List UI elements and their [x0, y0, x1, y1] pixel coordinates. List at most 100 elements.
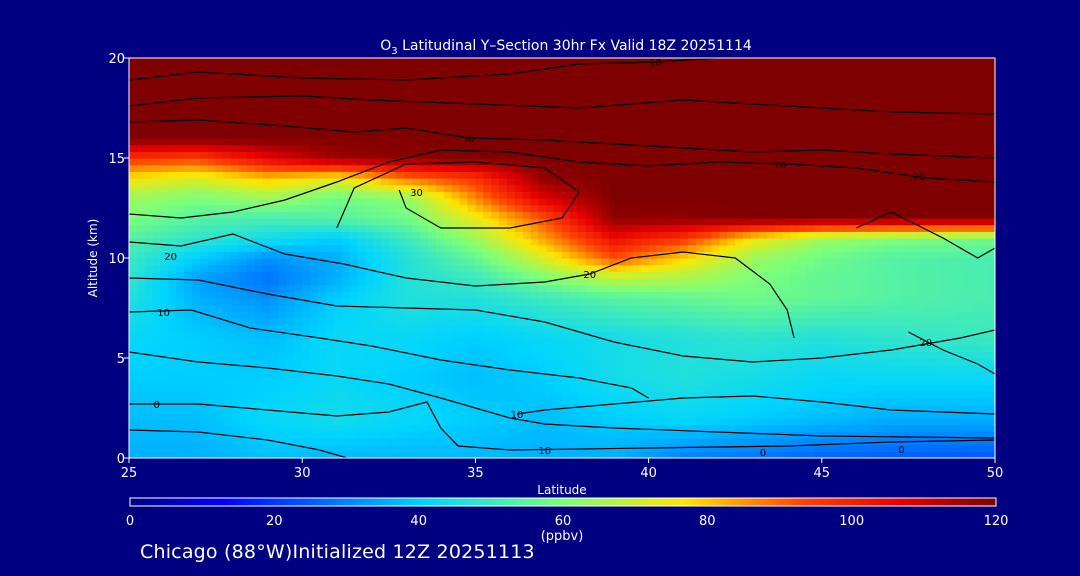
heatmap-cell: [963, 264, 972, 272]
heatmap-cell: [924, 371, 933, 379]
heatmap-cell: [404, 364, 414, 372]
heatmap-cell: [317, 311, 327, 319]
heatmap-cell: [499, 384, 508, 392]
heatmap-cell: [451, 451, 461, 458]
heatmap-cell: [215, 238, 225, 246]
heatmap-cell: [380, 178, 390, 186]
heatmap-cell: [821, 251, 831, 259]
heatmap-cell: [451, 311, 461, 319]
heatmap-cell: [144, 358, 154, 366]
heatmap-cell: [420, 211, 429, 219]
heatmap-cell: [184, 271, 193, 279]
heatmap-cell: [357, 151, 366, 159]
heatmap-cell: [845, 158, 854, 166]
heatmap-cell: [129, 344, 138, 352]
heatmap-cell: [577, 284, 587, 292]
heatmap-cell: [184, 218, 193, 226]
heatmap-cell: [380, 191, 390, 199]
heatmap-cell: [380, 231, 390, 239]
heatmap-cell: [735, 451, 744, 458]
heatmap-cell: [184, 238, 193, 246]
heatmap-cell: [648, 238, 658, 246]
heatmap-cell: [861, 318, 870, 326]
heatmap-cell: [845, 364, 854, 372]
heatmap-cell: [152, 444, 162, 452]
heatmap-cell: [963, 411, 972, 419]
heatmap-cell: [349, 324, 358, 332]
heatmap-cell: [278, 191, 288, 199]
heatmap-cell: [711, 231, 721, 239]
heatmap-cell: [711, 438, 721, 446]
heatmap-cell: [199, 258, 209, 266]
heatmap-cell: [798, 164, 807, 172]
heatmap-cell: [782, 291, 791, 299]
heatmap-cell: [459, 151, 469, 159]
heatmap-cell: [436, 184, 445, 192]
heatmap-cell: [743, 364, 752, 372]
heatmap-cell: [687, 358, 697, 366]
heatmap-cell: [908, 164, 917, 172]
heatmap-cell: [317, 451, 327, 458]
heatmap-cell: [341, 264, 351, 272]
heatmap-cell: [782, 318, 791, 326]
heatmap-cell: [987, 351, 995, 359]
heatmap-cell: [546, 158, 555, 166]
heatmap-cell: [900, 264, 909, 272]
heatmap-cell: [845, 318, 854, 326]
heatmap-cell: [924, 164, 933, 172]
heatmap-cell: [782, 371, 791, 379]
heatmap-cell: [333, 298, 343, 306]
heatmap-cell: [380, 244, 390, 252]
heatmap-cell: [609, 358, 618, 366]
heatmap-cell: [443, 391, 453, 399]
heatmap-cell: [900, 291, 909, 299]
heatmap-cell: [380, 338, 390, 346]
heatmap-cell: [191, 151, 201, 159]
heatmap-cell: [861, 438, 870, 446]
heatmap-cell: [672, 271, 681, 279]
heatmap-cell: [239, 244, 248, 252]
heatmap-cell: [703, 344, 713, 352]
heatmap-cell: [538, 191, 547, 199]
heatmap-cell: [617, 324, 626, 332]
heatmap-cell: [467, 411, 476, 419]
heatmap-cell: [160, 324, 169, 332]
heatmap-cell: [947, 331, 957, 339]
heatmap-cell: [640, 164, 650, 172]
heatmap-cell: [333, 198, 343, 206]
heatmap-cell: [514, 284, 524, 292]
heatmap-cell: [428, 398, 437, 406]
heatmap-cell: [829, 364, 839, 372]
heatmap-cell: [412, 271, 421, 279]
heatmap-cell: [790, 184, 799, 192]
heatmap-cell: [703, 171, 713, 179]
heatmap-cell: [955, 291, 965, 299]
heatmap-cell: [294, 271, 303, 279]
heatmap-cell: [270, 384, 280, 392]
heatmap-cell: [554, 264, 563, 272]
heatmap-cell: [554, 184, 563, 192]
heatmap-cell: [522, 251, 532, 259]
heatmap-cell: [365, 351, 374, 359]
heatmap-cell: [617, 451, 626, 458]
heatmap-cell: [601, 391, 610, 399]
heatmap-cell: [436, 251, 445, 259]
heatmap-cell: [719, 338, 728, 346]
heatmap-cell: [506, 344, 516, 352]
heatmap-cell: [640, 318, 650, 326]
heatmap-cell: [609, 264, 618, 272]
heatmap-cell: [357, 438, 366, 446]
heatmap-cell: [711, 418, 721, 426]
heatmap-cell: [278, 284, 288, 292]
heatmap-cell: [341, 364, 351, 372]
heatmap-cell: [585, 158, 595, 166]
heatmap-cell: [396, 358, 406, 366]
heatmap-cell: [703, 371, 713, 379]
heatmap-cell: [136, 344, 146, 352]
heatmap-cell: [743, 351, 752, 359]
heatmap-cell: [947, 191, 957, 199]
heatmap-cell: [239, 251, 248, 259]
heatmap-cell: [774, 451, 784, 458]
heatmap-cell: [160, 311, 169, 319]
heatmap-cell: [506, 378, 516, 386]
